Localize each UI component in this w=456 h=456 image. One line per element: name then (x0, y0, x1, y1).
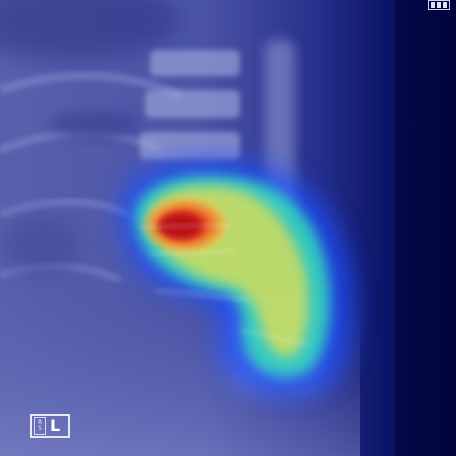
bone-edges (139, 223, 311, 346)
marker-small-mid: S (38, 425, 42, 432)
marker-letter: L (50, 416, 61, 435)
side-marker: R S L (30, 414, 70, 438)
marker-small-top: R (38, 419, 42, 426)
marker-small-block: R S (34, 417, 46, 435)
rib-shadows (0, 71, 182, 283)
heatmap-overlay (120, 158, 354, 397)
top-right-marker-icon (428, 0, 450, 10)
